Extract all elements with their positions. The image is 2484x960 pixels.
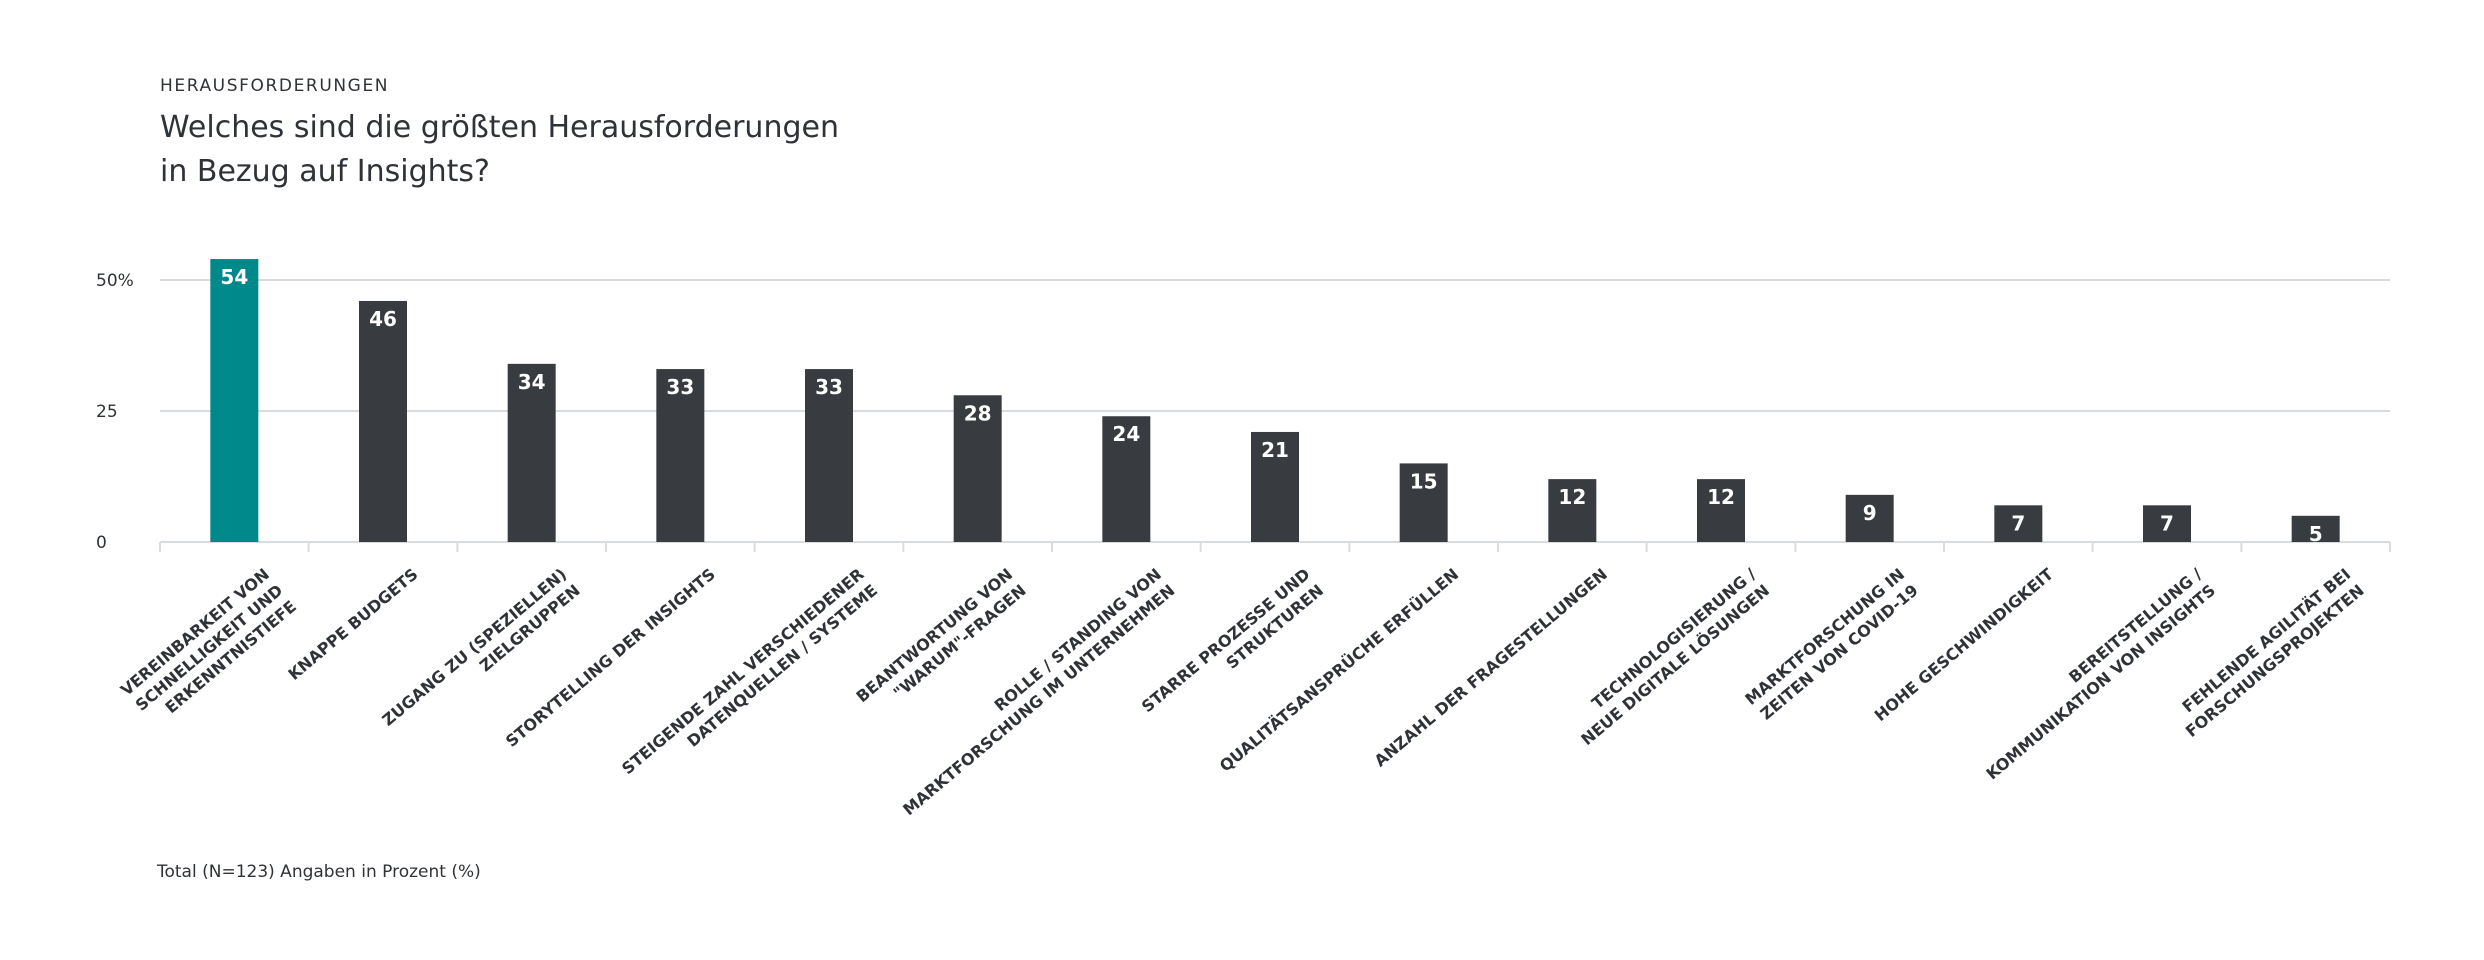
chart-eyebrow: HERAUSFORDERUNGEN (160, 76, 390, 96)
bar (1697, 479, 1745, 542)
data-label: 7 (2160, 511, 2174, 535)
x-tick-label-line: TECHNOLOGISIERUNG / (1588, 564, 1760, 712)
data-label: 33 (666, 375, 694, 399)
data-label: 12 (1707, 485, 1735, 509)
x-tick-label: ANZAHL DER FRAGESTELLUNGEN (1371, 565, 1611, 771)
x-tick-label-line: MARKTFORSCHUNG IN (1741, 565, 1908, 709)
x-tick-label: ZUGANG ZU (SPEZIELLEN)ZIELGRUPPEN (378, 565, 583, 730)
x-tick-label: KNAPPE BUDGETS (284, 565, 421, 684)
bar (1399, 463, 1448, 542)
x-tick-label-line: DATENQUELLEN / SYSTEME (683, 581, 881, 751)
y-tick-label: 0 (96, 533, 107, 553)
y-tick-label: 50% (96, 271, 134, 291)
x-tick-label-line: FORSCHUNGSPROJEKTEN (2182, 581, 2368, 741)
data-label: 7 (2011, 511, 2025, 535)
bar (1845, 494, 1894, 542)
x-tick-label: STEIGENDE ZAHL VERSCHIEDENERDATENQUELLEN… (618, 565, 881, 779)
x-tick-label: QUALITÄTSANSPRÜCHE ERFÜLLEN (1216, 565, 1462, 776)
bar (359, 300, 407, 542)
x-tick-label-line: ANZAHL DER FRAGESTELLUNGEN (1371, 565, 1611, 771)
bar (1102, 416, 1151, 542)
data-label: 33 (815, 375, 843, 399)
data-label: 12 (1558, 485, 1586, 509)
bar (805, 369, 853, 542)
data-label: 34 (518, 370, 546, 394)
y-tick-label: 25 (96, 402, 118, 422)
x-tick-label-line: QUALITÄTSANSPRÜCHE ERFÜLLEN (1216, 565, 1462, 776)
data-label: 9 (1863, 501, 1877, 525)
bar (507, 363, 556, 542)
data-label: 5 (2309, 522, 2323, 546)
x-tick-label-line: SCHNELLIGKEIT UND (132, 581, 287, 715)
data-label: 54 (220, 265, 248, 289)
chart-title-line-1: Welches sind die größten Herausforderung… (160, 110, 839, 145)
bar (1548, 479, 1597, 542)
bar (953, 395, 1002, 542)
bar (210, 259, 259, 542)
x-tick-label-line: STEIGENDE ZAHL VERSCHIEDENER (618, 565, 867, 779)
bar (2291, 515, 2340, 542)
x-tick-label-line: KNAPPE BUDGETS (284, 565, 421, 684)
bar (2143, 505, 2191, 542)
data-label: 24 (1112, 422, 1140, 446)
data-label: 15 (1410, 469, 1438, 493)
chart-footnote: Total (N=123) Angaben in Prozent (%) (157, 862, 481, 882)
data-label: 21 (1261, 438, 1289, 462)
x-tick-label-line: NEUE DIGITALE LÖSUNGEN (1577, 581, 1773, 749)
x-tick-label-line: BEANTWORTUNG VON (853, 565, 1017, 707)
data-label: 28 (964, 401, 992, 425)
data-label: 46 (369, 307, 397, 331)
bar (656, 369, 705, 542)
bar (1994, 505, 2043, 542)
x-tick-label-line: BEREITSTELLUNG / (2065, 564, 2206, 686)
chart-title: Welches sind die größten Herausforderung… (160, 106, 839, 194)
chart-title-line-2: in Bezug auf Insights? (160, 154, 490, 189)
bar (1251, 431, 1299, 542)
